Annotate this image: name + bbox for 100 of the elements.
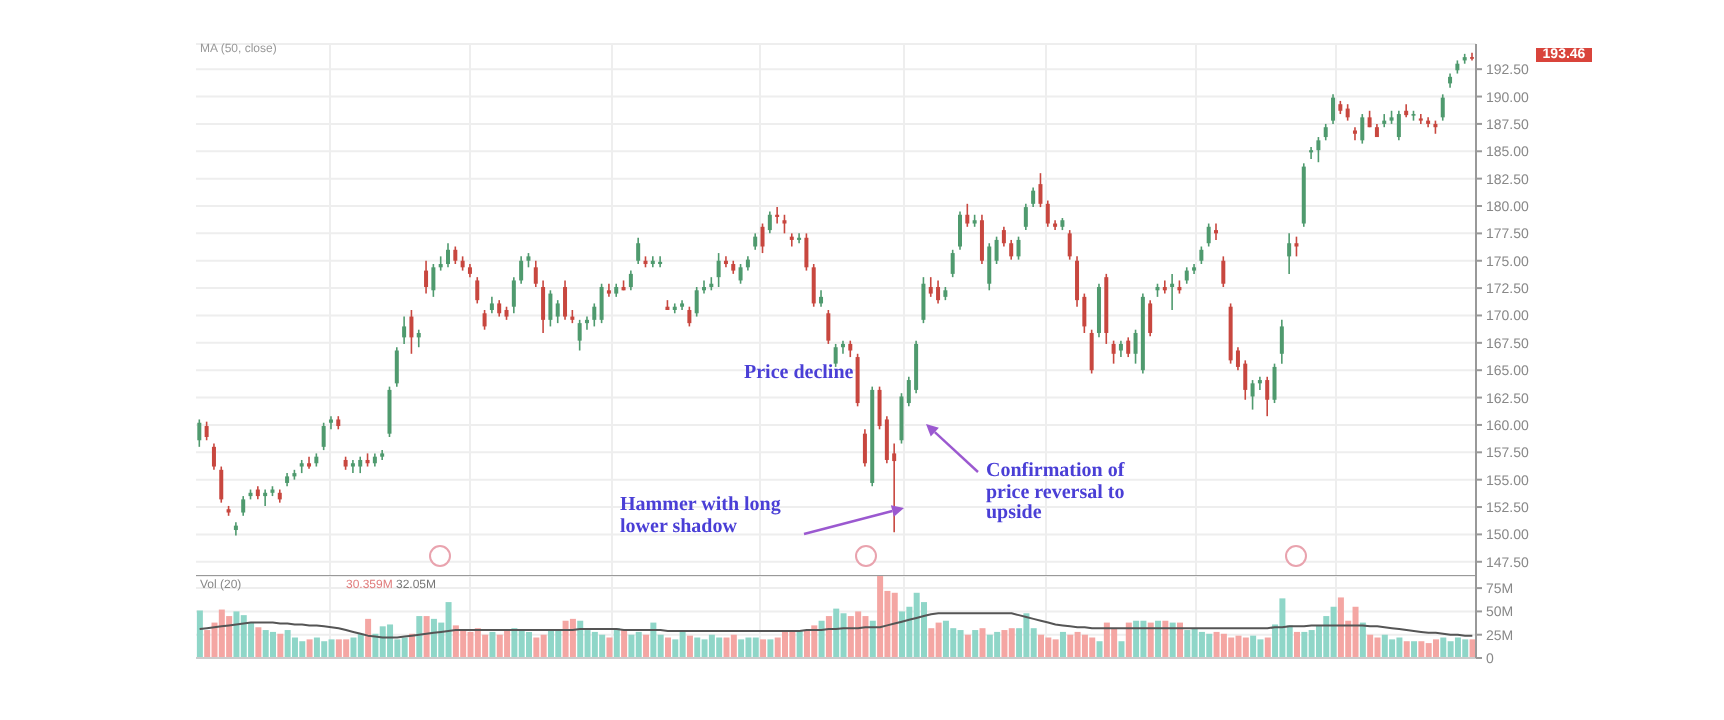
candlestick xyxy=(197,418,202,448)
candlestick xyxy=(402,315,407,345)
bar xyxy=(1396,637,1403,658)
bar xyxy=(482,634,489,658)
bar xyxy=(1389,639,1396,658)
candlestick xyxy=(541,279,546,334)
candlestick xyxy=(1096,282,1101,339)
bar xyxy=(679,631,686,658)
candlestick xyxy=(1316,136,1321,164)
bar xyxy=(240,615,247,658)
candlestick xyxy=(1243,359,1248,401)
candlestick xyxy=(958,210,962,251)
bar xyxy=(1176,622,1183,658)
candlestick xyxy=(1360,113,1365,145)
bar xyxy=(562,620,569,658)
candlestick xyxy=(1038,172,1043,208)
candlestick xyxy=(431,263,436,298)
bar xyxy=(935,622,942,658)
bar xyxy=(1264,637,1271,658)
bar xyxy=(1440,637,1447,658)
candlestick xyxy=(577,319,582,352)
candlestick xyxy=(1396,109,1401,142)
candlestick xyxy=(1257,375,1262,391)
bar xyxy=(723,637,730,658)
bar xyxy=(423,616,430,658)
candlestick xyxy=(204,420,209,442)
candlestick xyxy=(738,263,743,285)
bar xyxy=(1059,631,1066,658)
bar xyxy=(833,608,840,658)
candlestick xyxy=(1331,93,1336,125)
candlestick xyxy=(409,309,414,355)
bar xyxy=(1403,641,1410,658)
candlestick xyxy=(511,276,516,315)
candlestick xyxy=(533,259,538,288)
candlestick xyxy=(1067,229,1072,261)
bar xyxy=(350,637,357,658)
bar xyxy=(1432,639,1439,658)
candlestick xyxy=(979,213,984,265)
bar xyxy=(708,634,715,658)
bar xyxy=(986,634,993,658)
bar xyxy=(635,631,642,658)
bar xyxy=(226,616,233,658)
candlestick xyxy=(782,213,787,235)
bar xyxy=(343,639,350,658)
bar xyxy=(877,576,884,658)
candlestick xyxy=(1287,232,1292,275)
bar xyxy=(664,637,671,658)
bar xyxy=(913,592,920,658)
bar xyxy=(1008,628,1015,658)
bar xyxy=(540,634,547,658)
bar xyxy=(1067,634,1074,658)
bar xyxy=(1242,637,1249,658)
bar xyxy=(972,630,979,658)
bar xyxy=(445,602,452,658)
bar xyxy=(401,637,408,658)
annotation: Confirmation of price reversal to upside xyxy=(986,460,1127,525)
bar xyxy=(1038,634,1045,658)
bar xyxy=(606,637,613,658)
bar xyxy=(313,637,320,658)
candlestick xyxy=(592,302,597,328)
candlestick xyxy=(1009,239,1014,261)
candlestick xyxy=(219,465,224,504)
bar xyxy=(335,639,342,658)
candlestick xyxy=(211,442,216,471)
annotation: Hammer with long lower shadow xyxy=(620,494,783,538)
bar xyxy=(306,639,313,658)
candlestick xyxy=(1162,279,1167,295)
bar xyxy=(1023,613,1030,658)
bar xyxy=(694,637,701,658)
bar xyxy=(277,633,284,658)
bar xyxy=(855,611,862,658)
candlestick xyxy=(1279,319,1284,365)
bar xyxy=(1103,622,1110,658)
bar xyxy=(950,628,957,658)
bar xyxy=(460,630,467,658)
candlestick xyxy=(241,495,246,517)
bar xyxy=(504,630,511,658)
bar xyxy=(686,635,693,658)
candlestick xyxy=(599,282,604,324)
candlestick xyxy=(1111,339,1116,365)
bar xyxy=(1279,598,1286,658)
candlestick xyxy=(760,222,765,254)
bar xyxy=(262,630,269,658)
bar xyxy=(818,620,825,658)
candlestick xyxy=(716,252,721,288)
candlestick xyxy=(987,242,992,292)
candlestick xyxy=(519,255,524,285)
bar xyxy=(474,628,481,658)
bar xyxy=(569,618,576,658)
bar xyxy=(321,641,328,658)
candlestick xyxy=(482,309,487,331)
bar xyxy=(942,620,949,658)
bar xyxy=(379,626,386,658)
bar xyxy=(891,592,898,658)
candlestick xyxy=(936,279,941,305)
candlestick xyxy=(1206,222,1211,248)
bar xyxy=(957,630,964,658)
bar xyxy=(621,630,628,658)
candlestick xyxy=(584,315,589,331)
bar xyxy=(533,637,540,658)
